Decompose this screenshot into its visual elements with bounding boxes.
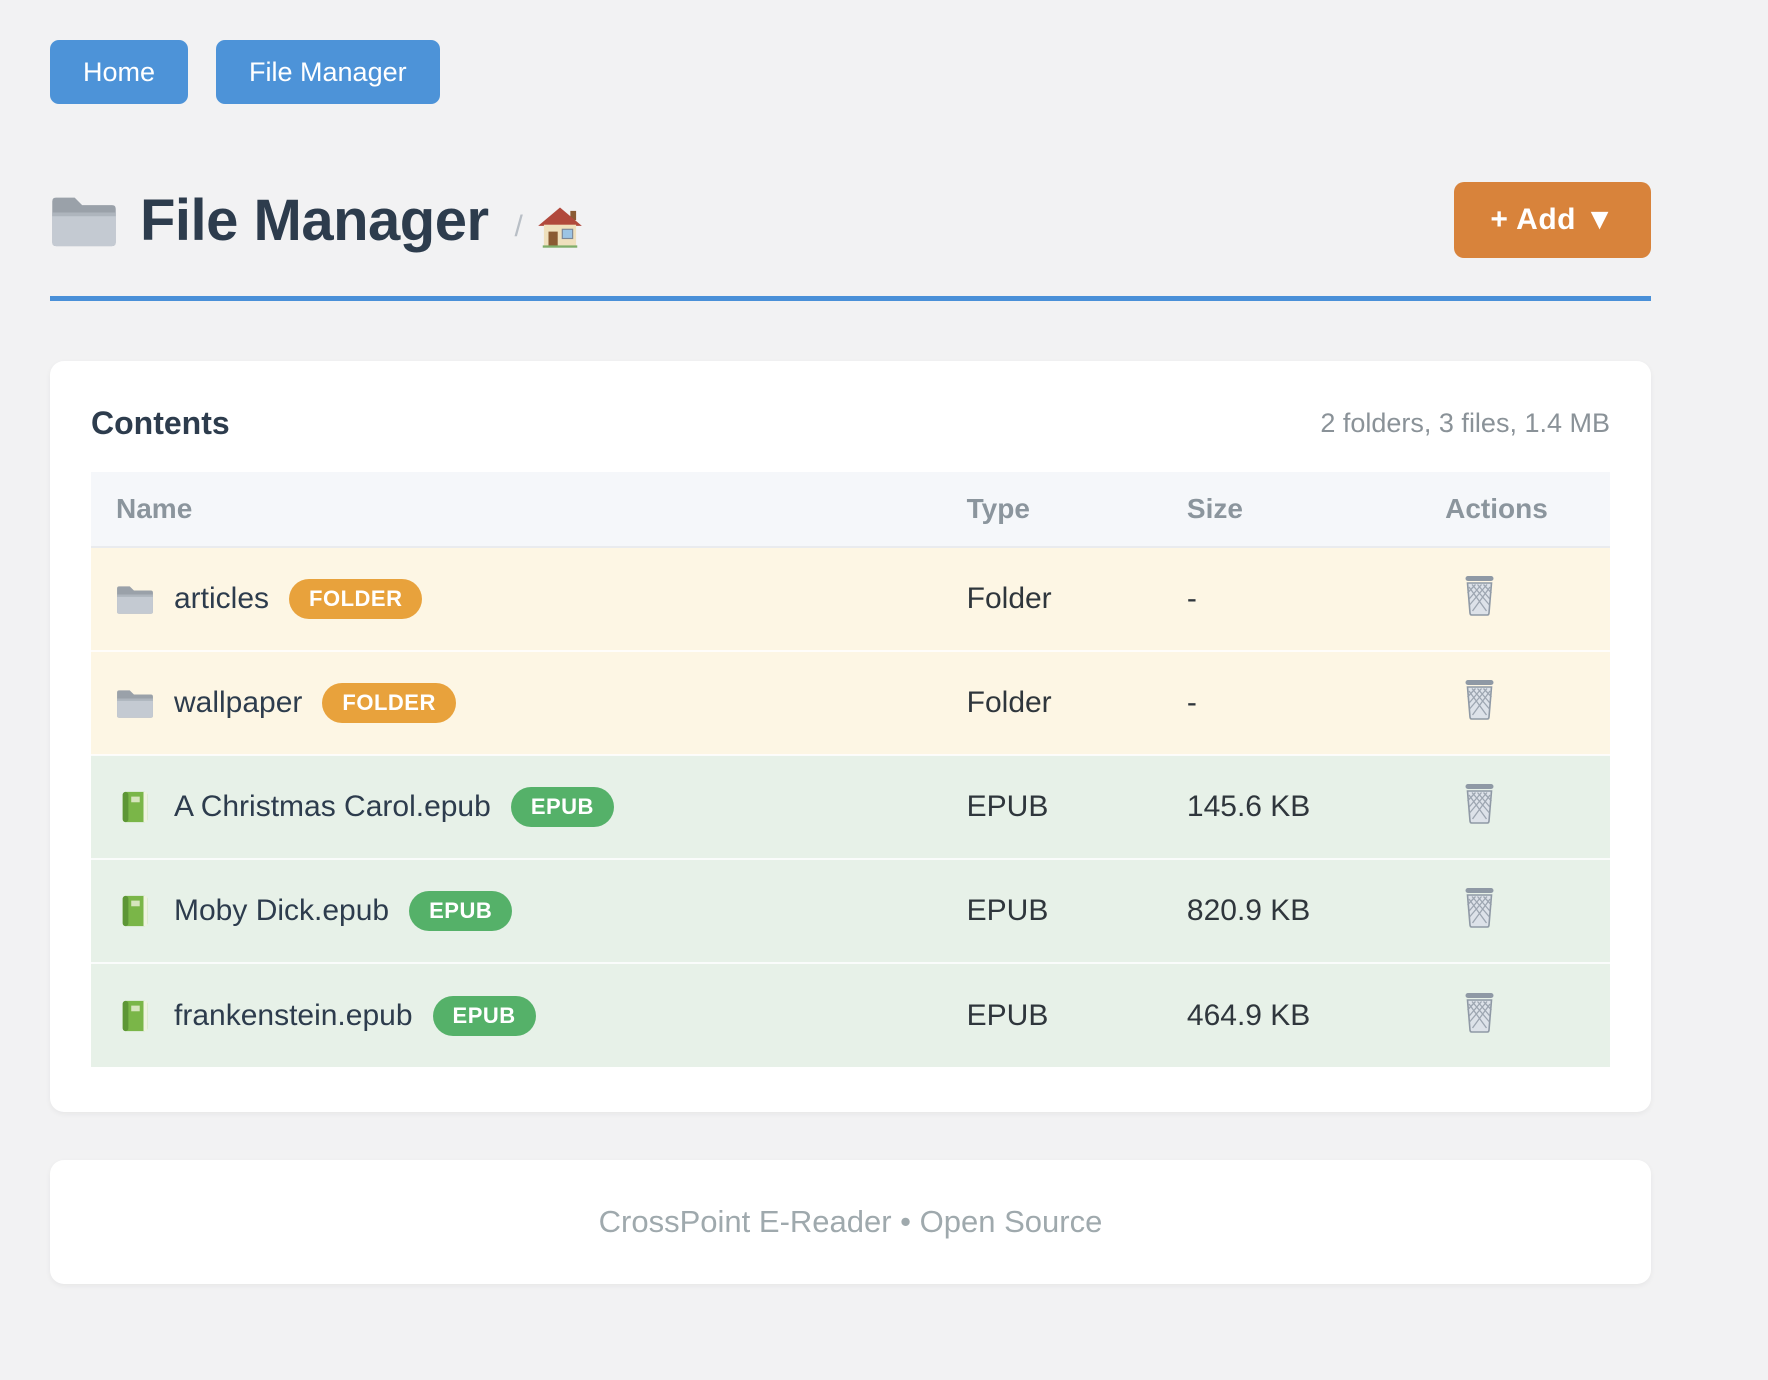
breadcrumb: / bbox=[515, 206, 583, 248]
folder-icon bbox=[116, 582, 154, 616]
file-table: Name Type Size Actions articles FOLDER F… bbox=[91, 472, 1610, 1068]
size-cell: 820.9 KB bbox=[1161, 858, 1421, 964]
type-cell: EPUB bbox=[941, 858, 1162, 964]
file-name[interactable]: Moby Dick.epub bbox=[174, 894, 390, 928]
type-cell: EPUB bbox=[941, 962, 1162, 1068]
type-badge: EPUB bbox=[409, 891, 513, 932]
file-name[interactable]: wallpaper bbox=[174, 686, 303, 720]
title-divider bbox=[50, 296, 1651, 302]
contents-card-header: Contents 2 folders, 3 files, 1.4 MB bbox=[91, 405, 1610, 442]
folder-icon bbox=[116, 686, 154, 720]
contents-summary: 2 folders, 3 files, 1.4 MB bbox=[1320, 408, 1610, 439]
column-header-actions: Actions bbox=[1420, 472, 1610, 549]
type-badge: FOLDER bbox=[322, 683, 456, 724]
file-name[interactable]: frankenstein.epub bbox=[174, 998, 413, 1032]
size-cell: - bbox=[1161, 547, 1421, 652]
table-row[interactable]: articles FOLDER Folder - bbox=[91, 547, 1610, 652]
delete-button[interactable] bbox=[1461, 678, 1498, 720]
trash-icon bbox=[1461, 678, 1498, 720]
page-title: File Manager bbox=[140, 187, 489, 253]
type-cell: Folder bbox=[941, 650, 1162, 756]
book-icon bbox=[116, 894, 154, 928]
trash-icon bbox=[1461, 991, 1498, 1033]
add-dropdown-button[interactable]: + Add ▼ bbox=[1454, 182, 1651, 259]
file-name[interactable]: articles bbox=[174, 582, 270, 616]
contents-card: Contents 2 folders, 3 files, 1.4 MB Name… bbox=[50, 361, 1651, 1113]
table-row[interactable]: frankenstein.epub EPUB EPUB 464.9 KB bbox=[91, 962, 1610, 1068]
table-header-row: Name Type Size Actions bbox=[91, 472, 1610, 549]
trash-icon bbox=[1461, 574, 1498, 616]
type-badge: EPUB bbox=[432, 995, 536, 1036]
table-row[interactable]: Moby Dick.epub EPUB EPUB 820.9 KB bbox=[91, 858, 1610, 964]
top-nav: Home File Manager bbox=[50, 40, 1651, 105]
size-cell: 464.9 KB bbox=[1161, 962, 1421, 1068]
breadcrumb-separator: / bbox=[514, 210, 523, 244]
type-badge: FOLDER bbox=[289, 579, 423, 620]
column-header-name: Name bbox=[91, 472, 942, 549]
folder-icon bbox=[50, 192, 118, 248]
nav-home-button[interactable]: Home bbox=[50, 40, 189, 105]
contents-title: Contents bbox=[91, 405, 230, 442]
delete-button[interactable] bbox=[1461, 782, 1498, 824]
book-icon bbox=[116, 999, 154, 1033]
column-header-size: Size bbox=[1161, 472, 1421, 549]
trash-icon bbox=[1461, 886, 1498, 928]
delete-button[interactable] bbox=[1461, 991, 1498, 1033]
column-header-type: Type bbox=[941, 472, 1162, 549]
footer-text: CrossPoint E-Reader • Open Source bbox=[598, 1204, 1103, 1240]
delete-button[interactable] bbox=[1461, 574, 1498, 616]
size-cell: - bbox=[1161, 650, 1421, 756]
type-cell: Folder bbox=[941, 547, 1162, 652]
type-cell: EPUB bbox=[941, 754, 1162, 860]
delete-button[interactable] bbox=[1461, 886, 1498, 928]
title-group: File Manager / bbox=[50, 187, 583, 254]
table-row[interactable]: A Christmas Carol.epub EPUB EPUB 145.6 K… bbox=[91, 754, 1610, 860]
page-container: Home File Manager File Manager / + Add ▼… bbox=[50, 0, 1651, 1285]
home-icon[interactable] bbox=[537, 206, 583, 248]
page-header: File Manager / + Add ▼ bbox=[50, 182, 1651, 259]
file-name[interactable]: A Christmas Carol.epub bbox=[174, 790, 491, 824]
book-icon bbox=[116, 790, 154, 824]
type-badge: EPUB bbox=[510, 787, 614, 828]
footer-card: CrossPoint E-Reader • Open Source bbox=[50, 1160, 1651, 1285]
size-cell: 145.6 KB bbox=[1161, 754, 1421, 860]
table-row[interactable]: wallpaper FOLDER Folder - bbox=[91, 650, 1610, 756]
trash-icon bbox=[1461, 782, 1498, 824]
table-body: articles FOLDER Folder - wallpaper FOLDE… bbox=[91, 547, 1610, 1068]
nav-file-manager-button[interactable]: File Manager bbox=[216, 40, 440, 105]
